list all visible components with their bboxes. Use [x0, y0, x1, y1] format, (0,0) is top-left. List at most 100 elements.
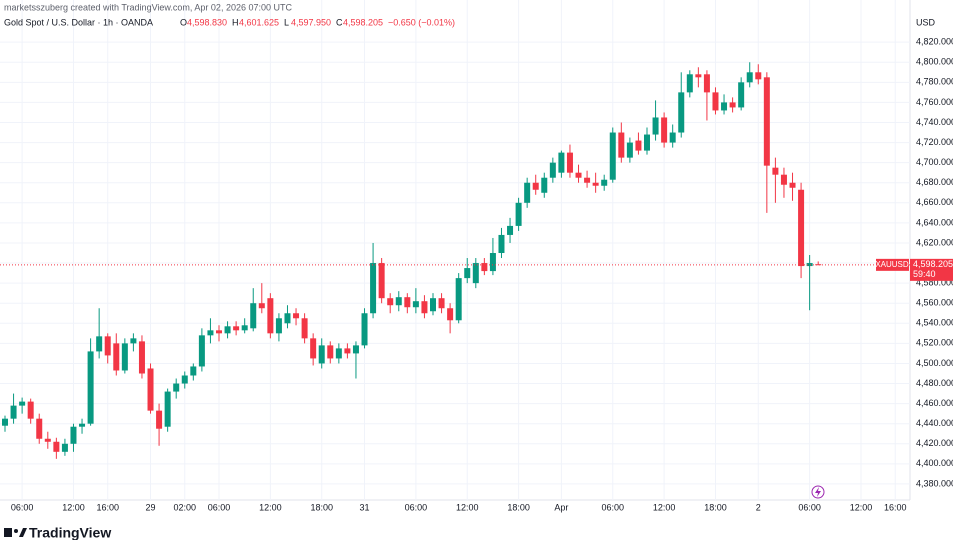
y-tick-label: 4,780.000: [916, 77, 953, 87]
candle-body: [310, 338, 317, 359]
candle-body: [250, 303, 257, 329]
x-tick-label: 12:00: [456, 502, 479, 512]
candle-body: [207, 330, 214, 336]
countdown: 59:40: [913, 269, 936, 279]
candle-body: [609, 132, 616, 180]
candle-body: [130, 338, 137, 344]
candle-body: [10, 405, 17, 419]
candle-body: [293, 313, 300, 319]
x-tick-label: 16:00: [96, 502, 119, 512]
x-tick-label: 29: [146, 502, 156, 512]
candle-body: [61, 443, 68, 452]
candle-body: [275, 318, 282, 334]
candle-body: [806, 263, 813, 267]
event-icon[interactable]: [811, 485, 825, 499]
x-tick-label: 18:00: [507, 502, 530, 512]
candle-body: [121, 343, 128, 371]
price-tag: [910, 258, 953, 281]
candle-body: [815, 264, 822, 266]
candle-body: [498, 234, 505, 254]
candle-body: [772, 167, 779, 175]
candle-body: [738, 82, 745, 108]
candle-body: [104, 336, 111, 356]
candle-body: [370, 263, 377, 314]
candle-body: [96, 336, 103, 352]
candle-body: [224, 326, 231, 334]
symbol-title: Gold Spot / U.S. Dollar · 1h · OANDA: [4, 17, 153, 27]
y-tick-label: 4,500.000: [916, 358, 953, 368]
candle-body: [327, 345, 334, 359]
candle-body: [746, 72, 753, 83]
candle-body: [156, 410, 163, 429]
candle-body: [164, 391, 171, 427]
candle-body: [729, 102, 736, 108]
logo-mark: [19, 528, 27, 537]
candle-body: [721, 102, 728, 111]
candle-body: [507, 225, 514, 235]
ohlc-key: C: [336, 17, 343, 27]
candle-body: [712, 92, 719, 111]
candle-body: [233, 326, 240, 331]
price-tag-label: 4,598.205: [913, 259, 953, 269]
candle-body: [113, 343, 120, 371]
candle-body: [575, 172, 582, 178]
candle-body: [284, 313, 291, 324]
candle-body: [70, 426, 77, 444]
y-tick-label: 4,460.000: [916, 398, 953, 408]
candle-body: [53, 441, 60, 452]
y-tick-label: 4,640.000: [916, 217, 953, 227]
candle-body: [361, 313, 368, 346]
y-tick-label: 4,380.000: [916, 478, 953, 488]
candle-body: [395, 297, 402, 306]
candle-body: [464, 268, 471, 279]
candle-body: [318, 345, 325, 364]
candle-body: [2, 418, 8, 426]
candle-body: [686, 74, 693, 93]
candle-body: [558, 152, 565, 173]
candle-body: [87, 351, 94, 424]
x-tick-label: 12:00: [259, 502, 282, 512]
y-tick-label: 4,760.000: [916, 97, 953, 107]
candle-body: [267, 298, 274, 334]
candle-body: [404, 297, 411, 308]
logo-mark: [4, 528, 12, 537]
y-tick-label: 4,720.000: [916, 137, 953, 147]
candle-body: [36, 418, 43, 439]
x-tick-label: 2: [756, 502, 761, 512]
x-tick-label: 18:00: [704, 502, 727, 512]
ohlc-key: H: [232, 17, 239, 27]
candle-body: [198, 335, 205, 367]
x-tick-label: 06:00: [601, 502, 624, 512]
y-tick-label: 4,400.000: [916, 458, 953, 468]
ohlc-key: O: [180, 17, 187, 27]
x-tick-label: 02:00: [173, 502, 196, 512]
candle-body: [524, 182, 531, 203]
candle-body: [387, 298, 394, 306]
brand: TradingView: [29, 525, 111, 540]
x-tick-label: 31: [360, 502, 370, 512]
candle-body: [258, 303, 265, 309]
candle-body: [352, 345, 359, 354]
candle-body: [472, 263, 479, 284]
candle-body: [652, 117, 659, 135]
candle-body: [780, 174, 787, 185]
candle-body: [301, 318, 308, 339]
candle-body: [430, 298, 436, 312]
x-tick-label: 18:00: [310, 502, 333, 512]
candle-body: [626, 142, 633, 158]
x-tick-label: 06:00: [11, 502, 34, 512]
symbol-tag-label: XAUUSD: [875, 260, 909, 269]
candle-body: [216, 330, 222, 334]
candle-body: [601, 179, 608, 186]
candle-body: [173, 383, 180, 392]
x-tick-label: 12:00: [62, 502, 85, 512]
candle-body: [635, 140, 642, 151]
ohlc-value: 4,597.950: [291, 17, 331, 27]
logo: [4, 528, 27, 537]
candle-body: [669, 132, 676, 143]
y-tick-label: 4,560.000: [916, 298, 953, 308]
candle-body: [19, 401, 26, 406]
logo-mark: [14, 529, 18, 533]
candle-body: [190, 366, 197, 376]
change: −0.650 (−0.01%): [388, 17, 455, 27]
